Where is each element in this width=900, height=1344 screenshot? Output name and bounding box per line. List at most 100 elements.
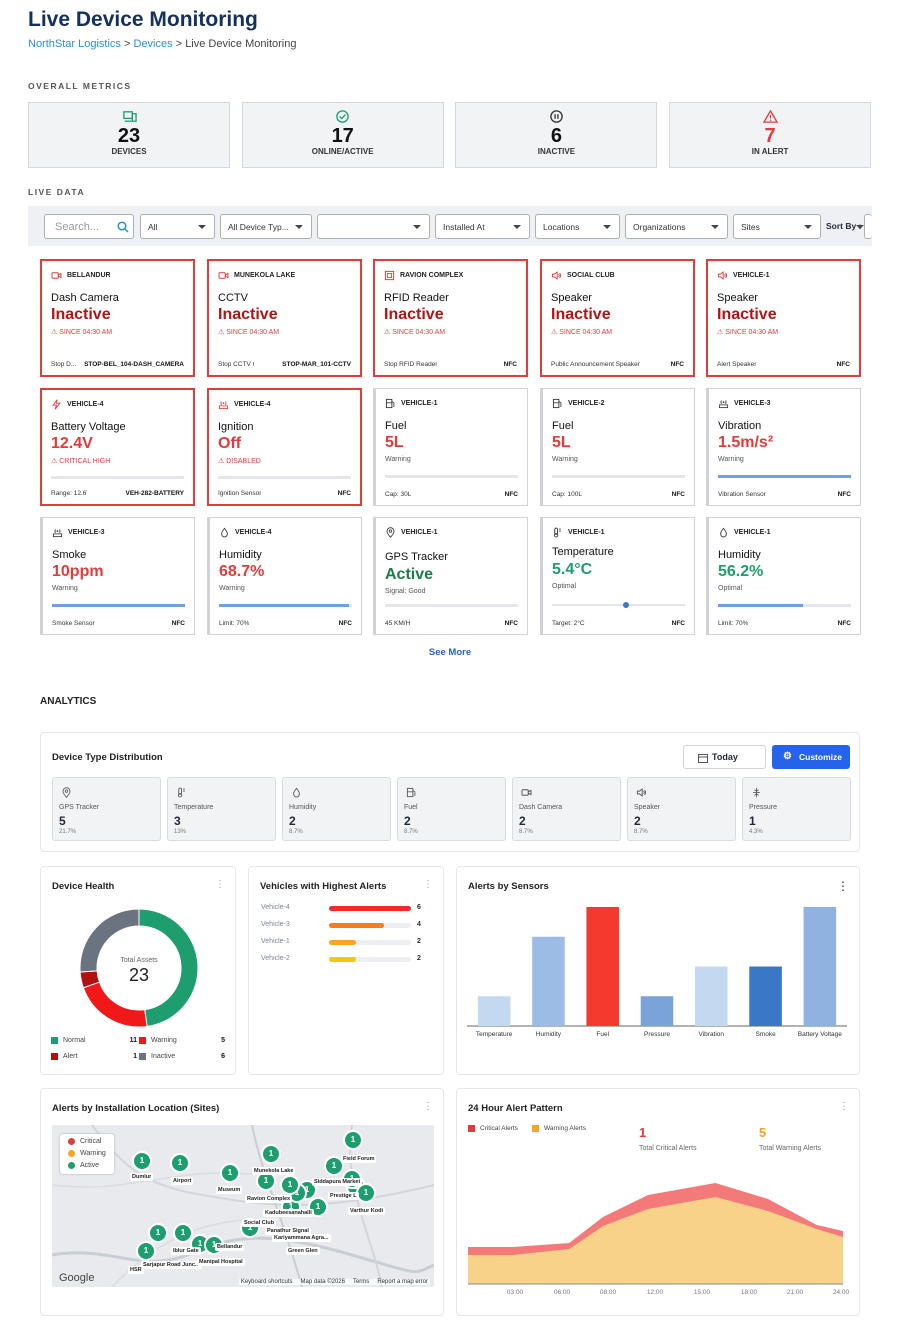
donut-slice-warning[interactable] [82,981,148,1028]
donut-slice-inactive[interactable] [79,908,140,973]
device-footer: Limit: 70% NFC [219,620,352,627]
location-marker[interactable]: 1 [173,1223,193,1243]
bar-smoke[interactable] [749,966,782,1027]
device-type-tile[interactable]: Humidity 2 8.7% [282,777,391,841]
location-marker[interactable]: 1 [148,1223,168,1243]
vehicle-alert-bar[interactable] [329,923,411,928]
location-label: Green Glen [286,1247,320,1255]
device-card[interactable]: VEHICLE-4 Ignition Off ⚠ DISABLED Ignition S… [207,388,362,506]
device-card[interactable]: VEHICLE-2 Fuel 5L Warning Cap: 100L NFC [540,388,695,506]
more-options-icon[interactable]: ⋮ [839,1101,849,1112]
search-icon[interactable] [117,221,129,233]
map-title: Alerts by Installation Location (Sites) [52,1103,220,1114]
device-type-tile[interactable]: Fuel 2 8.7% [397,777,506,841]
vehicle-name: Vehicle-2 [261,955,290,962]
location-label: Kariyammana Agra... [272,1234,331,1242]
location-marker[interactable]: 1 [132,1151,152,1171]
device-card[interactable]: BELLANDUR Dash Camera Inactive ⚠ SINCE 04:3… [40,259,195,377]
device-card[interactable]: VEHICLE-1 Temperature 5.4°C Optimal Target: … [540,517,695,635]
metric-label: IN ALERT [751,147,789,156]
filter-installed-select[interactable]: Installed At [435,214,530,239]
breadcrumb-org-link[interactable]: NorthStar Logistics [28,38,121,50]
bar-vibration[interactable] [695,966,728,1027]
device-card[interactable]: VEHICLE-4 Humidity 68.7% Warning Limit: 70% N… [207,517,362,635]
filter-sites-select[interactable]: Sites [733,214,821,239]
search-input[interactable]: Search... [44,214,134,239]
vehicle-alert-bar[interactable] [329,906,411,911]
device-card[interactable]: VEHICLE-1 GPS Tracker Active Signal: Good 45… [373,517,528,635]
filter-all-select[interactable]: All [140,214,215,239]
device-card[interactable]: VEHICLE-3 Vibration 1.5m/s² Warning Vibratio… [706,388,861,506]
location-marker[interactable]: 1 [136,1241,156,1261]
see-more-button[interactable]: See More [428,647,472,658]
location-marker[interactable]: 1 [170,1153,190,1173]
device-card[interactable]: VEHICLE-1 Humidity 56.2% Optimal Limit: 70% N… [706,517,861,635]
device-card[interactable]: SOCIAL CLUB Speaker Inactive ⚠ SINCE 04:30 … [540,259,695,377]
thermometer-icon [177,787,185,798]
device-value: 10ppm [52,563,104,580]
filter-device-type-select[interactable]: All Device Typ... [220,214,312,239]
device-type-percent: 8.7% [289,829,303,835]
device-card[interactable]: VEHICLE-4 Battery Voltage 12.4V ⚠ CRITICAL … [40,388,195,506]
device-card[interactable]: MUNEKOLA LAKE CCTV Inactive ⚠ SINCE 04:30 A… [207,259,362,377]
location-map[interactable]: 111111111111111111111DumlurAirportMuseum… [52,1125,434,1287]
date-range-select[interactable]: Today [683,745,766,769]
bar-pressure[interactable] [640,996,674,1026]
more-options-icon[interactable]: ⋮ [423,1101,433,1112]
x-tick-label: Battery Voltage [798,1031,842,1038]
metric-card-online-active[interactable]: 17 ONLINE/ACTIVE [241,102,444,168]
device-type-label: Humidity [289,804,317,811]
map-legend-critical: Critical [68,1138,101,1145]
metric-card-devices[interactable]: 23 DEVICES [28,102,230,168]
level-bar [385,475,518,478]
vehicle-alert-bar[interactable] [329,940,411,945]
filter-organizations-select[interactable]: Organizations [625,214,728,239]
breadcrumb-devices-link[interactable]: Devices [133,38,173,50]
metric-value: 7 [764,125,776,147]
x-tick-label: Temperature [476,1031,513,1038]
level-bar [385,604,518,607]
location-marker[interactable]: 1 [220,1163,240,1183]
more-options-icon[interactable]: ⋮ [215,879,225,890]
page-header: Live Device Monitoring NorthStar Logisti… [28,8,296,50]
keyboard-shortcuts-link[interactable]: Keyboard shortcuts [240,1279,293,1285]
warning-alerts-area[interactable] [468,1197,843,1284]
location-marker[interactable]: 1 [343,1130,363,1150]
terms-link[interactable]: Terms [352,1279,370,1285]
device-card[interactable]: RAVION COMPLEX RFID Reader Inactive ⚠ SINCE… [373,259,528,377]
x-tick-label: Fuel [596,1031,609,1038]
customize-button[interactable]: ⚙ Customize [772,745,850,769]
location-marker[interactable]: 1 [324,1156,344,1176]
device-value: 56.2% [718,563,764,580]
device-type-tile[interactable]: GPS Tracker 5 21.7% [52,777,161,841]
sort-by-select[interactable] [856,214,872,239]
bar-fuel[interactable] [586,907,619,1026]
device-type-count: 5 [59,814,66,828]
device-location: BELLANDUR [51,270,111,281]
device-card[interactable]: VEHICLE-1 Speaker Inactive ⚠ SINCE 04:30 AM… [706,259,861,377]
device-card[interactable]: VEHICLE-3 Smoke 10ppm Warning Smoke Sensor NF… [40,517,195,635]
pause-circle-icon [550,110,563,123]
location-marker[interactable]: 1 [261,1144,281,1164]
device-status: ⚠ SINCE 04:30 AM [51,329,113,336]
report-map-error-link[interactable]: Report a map error [377,1279,428,1285]
device-type-tile[interactable]: Pressure 1 4.3% [742,777,851,841]
location-marker[interactable]: 1 [280,1175,300,1195]
vehicle-alert-bar[interactable] [329,957,411,962]
more-options-icon[interactable]: ⋮ [837,879,849,893]
device-location: VEHICLE-1 [385,527,438,538]
device-type-tile[interactable]: Temperature 3 13% [167,777,276,841]
metric-card-inactive[interactable]: 6 INACTIVE [455,102,658,168]
metric-card-in-alert[interactable]: 7 IN ALERT [669,102,872,168]
bar-battery-voltage[interactable] [803,907,837,1026]
filter-blank-select[interactable] [317,214,430,239]
bar-temperature[interactable] [477,996,511,1026]
device-type-tile[interactable]: Dash Camera 2 8.7% [512,777,621,841]
device-type-tile[interactable]: Speaker 2 8.7% [627,777,736,841]
device-card[interactable]: VEHICLE-1 Fuel 5L Warning Cap: 30L NFC [373,388,528,506]
camera-icon [218,272,229,279]
more-options-icon[interactable]: ⋮ [423,879,433,890]
bar-humidity[interactable] [532,936,565,1026]
filter-locations-select[interactable]: Locations [535,214,620,239]
x-tick-label: Humidity [536,1031,562,1038]
